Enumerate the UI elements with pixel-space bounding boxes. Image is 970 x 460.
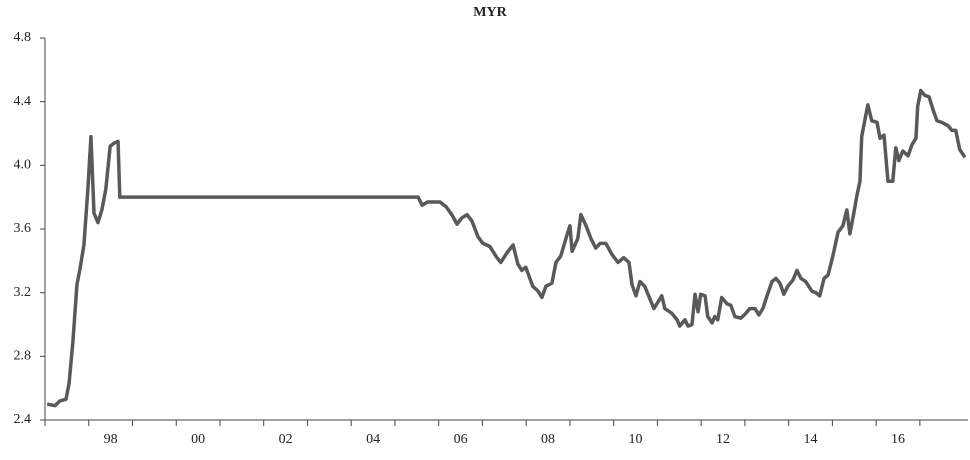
x-tick-label: 98 (104, 432, 118, 447)
y-tick-label: 3.2 (14, 285, 32, 300)
chart-title: MYR (473, 5, 507, 20)
x-tick-label: 14 (804, 432, 818, 447)
x-tick-label: 04 (366, 432, 380, 447)
y-tick-label: 2.8 (14, 349, 32, 364)
x-tick-label: 00 (191, 432, 205, 447)
x-tick-label: 10 (629, 432, 643, 447)
y-tick-label: 4.8 (14, 30, 32, 45)
x-tick-label: 08 (541, 432, 555, 447)
x-tick-label: 16 (891, 432, 905, 447)
y-tick-label: 4.4 (14, 94, 32, 109)
y-tick-label: 2.4 (14, 412, 32, 427)
x-tick-label: 02 (279, 432, 293, 447)
y-tick-label: 4.0 (14, 158, 32, 173)
x-tick-label: 06 (454, 432, 468, 447)
y-tick-label: 3.6 (14, 221, 32, 236)
data-line (46, 88, 967, 408)
x-tick-label: 12 (716, 432, 730, 447)
